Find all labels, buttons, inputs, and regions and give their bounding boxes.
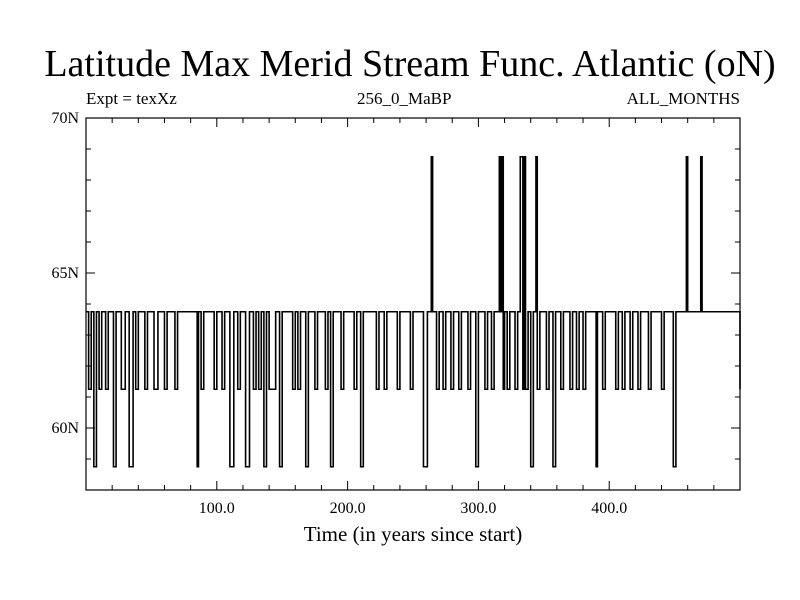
months-label: ALL_MONTHS	[626, 89, 740, 108]
plot-frame	[85, 117, 741, 491]
chart-title: Latitude Max Merid Stream Func. Atlantic…	[44, 43, 776, 85]
experiment-label: Expt = texXz	[86, 89, 177, 108]
y-tick-label: 60N	[51, 420, 79, 437]
x-tick-label: 400.0	[591, 500, 627, 517]
x-axis-title: Time (in years since start)	[304, 522, 523, 546]
y-tick-label: 65N	[51, 265, 79, 282]
run-label: 256_0_MaBP	[357, 89, 452, 108]
y-tick-label: 70N	[51, 110, 79, 127]
axes: 100.0 200.0 300.0 400.0 60N 65N 70N	[51, 110, 741, 517]
data-series-line	[86, 155, 741, 468]
x-tick-label: 300.0	[460, 500, 496, 517]
x-tick-label: 200.0	[330, 500, 366, 517]
plot-area	[86, 155, 741, 468]
x-tick-label: 100.0	[199, 500, 235, 517]
